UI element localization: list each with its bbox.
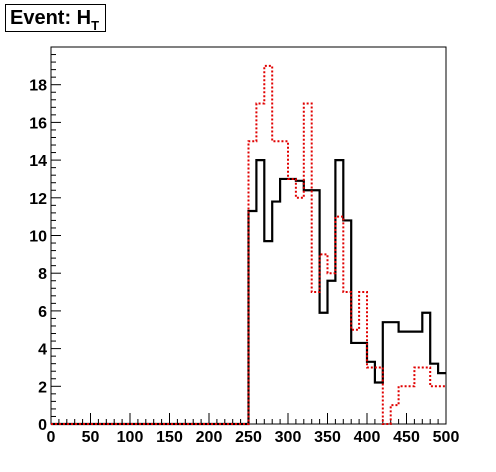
y-axis: 0 2 4 6 8 10 12 14 16 18 <box>29 54 61 434</box>
series-black-histogram <box>51 159 446 426</box>
x-tick-label: 450 <box>393 429 420 446</box>
chart-title-box: Event: HT <box>5 4 107 33</box>
series-layer <box>51 64 446 426</box>
x-tick-label: 0 <box>47 429 56 446</box>
x-tick-label: 300 <box>275 429 302 446</box>
x-tick-label: 150 <box>156 429 183 446</box>
x-tick-label: 350 <box>314 429 341 446</box>
x-tick-label: 500 <box>433 429 460 446</box>
y-tick-label: 14 <box>29 153 47 170</box>
series-red-dashed-histogram <box>51 64 446 425</box>
y-tick-label: 6 <box>38 304 47 321</box>
y-tick-label: 18 <box>29 78 47 95</box>
x-axis: 0 50 100 150 200 250 300 350 400 450 500 <box>47 413 460 446</box>
x-tick-label: 100 <box>117 429 144 446</box>
chart-title-subscript: T <box>91 18 100 33</box>
chart-title-main: Event: H <box>10 7 92 29</box>
y-tick-label: 8 <box>38 266 47 283</box>
x-tick-label: 50 <box>82 429 100 446</box>
x-tick-label: 200 <box>196 429 223 446</box>
x-tick-label: 400 <box>354 429 381 446</box>
y-tick-label: 0 <box>38 417 47 434</box>
y-tick-label: 16 <box>29 115 47 132</box>
y-tick-label: 12 <box>29 191 47 208</box>
y-tick-label: 2 <box>38 379 47 396</box>
x-tick-label: 250 <box>235 429 262 446</box>
y-tick-label: 10 <box>29 229 47 246</box>
y-tick-label: 4 <box>38 342 47 359</box>
